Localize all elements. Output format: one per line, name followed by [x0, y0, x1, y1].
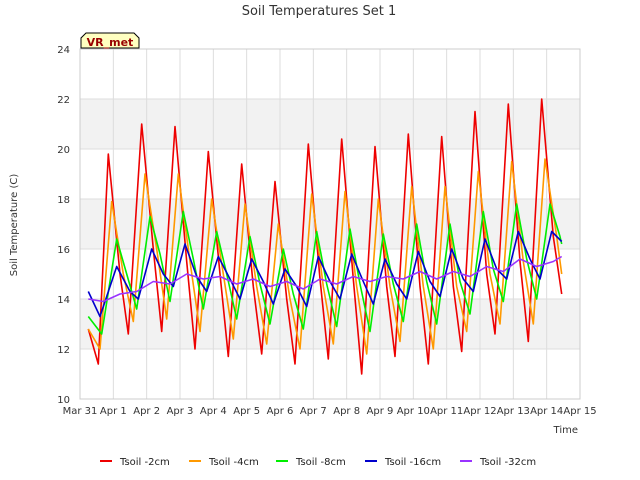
legend-label: Tsoil -4cm: [208, 457, 259, 468]
x-tick-label: Apr 4: [200, 406, 227, 417]
y-axis-label: Soil Temperature (C): [9, 174, 20, 277]
x-tick-label: Apr 7: [300, 406, 327, 417]
x-tick-label: Mar 31: [63, 406, 98, 417]
legend-label: Tsoil -32cm: [479, 457, 536, 468]
x-tick-label: Apr 11: [430, 406, 463, 417]
station-badge: VR_met: [80, 32, 140, 49]
x-tick-label: Apr 1: [100, 406, 127, 417]
series-line: [88, 255, 563, 303]
y-tick-label: 18: [57, 195, 70, 206]
plot-frame: [79, 48, 581, 400]
legend-label: Tsoil -8cm: [295, 457, 346, 468]
series-lines: [87, 98, 563, 375]
x-tick-label: Apr 13: [497, 406, 530, 417]
x-axis-ticks: Mar 31 Apr 1 Apr 2 Apr 3 Apr 4 Apr 5 Apr 6 Apr …: [63, 406, 597, 417]
y-tick-label: 14: [57, 295, 70, 306]
x-axis-label: Time: [553, 425, 578, 436]
x-tick-label: Apr 2: [133, 406, 160, 417]
x-tick-label: Apr 3: [167, 406, 194, 417]
legend-label: Tsoil -16cm: [384, 457, 441, 468]
x-tick-label: Apr 8: [333, 406, 360, 417]
x-tick-label: Apr 15: [563, 406, 596, 417]
y-tick-label: 22: [57, 95, 70, 106]
series-line: [87, 203, 563, 335]
plot-background: [80, 49, 580, 399]
y-tick-label: 20: [57, 145, 70, 156]
y-tick-label: 24: [57, 45, 70, 56]
y-tick-label: 12: [57, 345, 70, 356]
x-tick-label: Apr 10: [397, 406, 430, 417]
legend: Tsoil -2cm Tsoil -4cm Tsoil -8cm Tsoil -16c…: [100, 457, 536, 468]
x-tick-label: Apr 6: [267, 406, 294, 417]
y-axis-ticks: 10 12 14 16 18 20 22 24: [57, 45, 70, 406]
x-tick-label: Apr 12: [463, 406, 496, 417]
legend-label: Tsoil -2cm: [119, 457, 170, 468]
plot-band: [80, 199, 580, 249]
chart-title: Soil Temperatures Set 1: [242, 4, 397, 19]
badge-shape: [80, 32, 140, 49]
x-tick-label: Apr 14: [530, 406, 563, 417]
x-tick-label: Apr 9: [367, 406, 394, 417]
y-tick-label: 10: [57, 395, 70, 406]
badge-label: VR_met: [87, 36, 134, 49]
y-tick-label: 16: [57, 245, 70, 256]
x-tick-label: Apr 5: [233, 406, 260, 417]
plot-band: [80, 99, 580, 149]
